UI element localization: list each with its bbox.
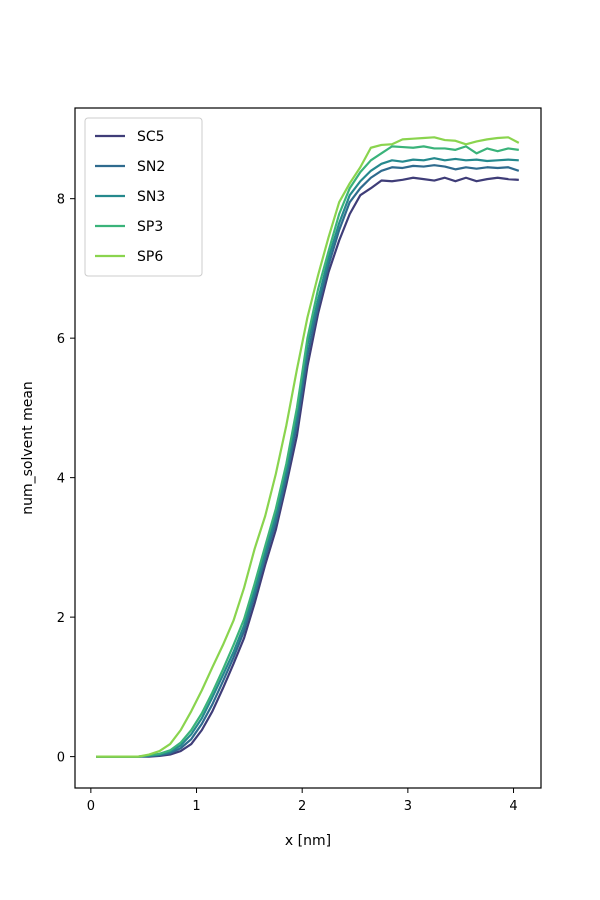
x-axis-label: x [nm]: [285, 833, 331, 849]
y-tick-label: 6: [57, 332, 65, 347]
legend-label-sc5: SC5: [137, 129, 165, 145]
legend-label-sp6: SP6: [137, 249, 163, 265]
y-axis-label: num_solvent mean: [20, 381, 36, 515]
legend-label-sn2: SN2: [137, 159, 165, 175]
legend: SC5 SN2 SN3 SP3 SP6: [84, 117, 203, 277]
y-tick-label: 4: [57, 472, 65, 487]
series-layer: [96, 136, 520, 758]
x-tick-label: 1: [192, 799, 200, 814]
series-line-sp6: [96, 136, 520, 758]
axes-layer: 0 1 2 3 4 0 2 4 6 8: [57, 107, 542, 814]
legend-label-sp3: SP3: [137, 219, 163, 235]
y-tick-label: 2: [57, 611, 65, 626]
x-tick-label: 4: [509, 799, 517, 814]
y-tick-label: 8: [57, 193, 65, 208]
series-line-sn2: [96, 164, 520, 758]
series-line-sc5: [96, 176, 519, 758]
x-tick-label: 0: [87, 799, 95, 814]
x-tick-label: 2: [298, 799, 306, 814]
plot-frame: [74, 107, 542, 789]
x-tick-label: 3: [404, 799, 412, 814]
legend-box: [84, 117, 203, 277]
legend-label-sn3: SN3: [137, 189, 165, 205]
series-line-sp3: [96, 145, 519, 758]
y-tick-label: 0: [57, 751, 65, 766]
